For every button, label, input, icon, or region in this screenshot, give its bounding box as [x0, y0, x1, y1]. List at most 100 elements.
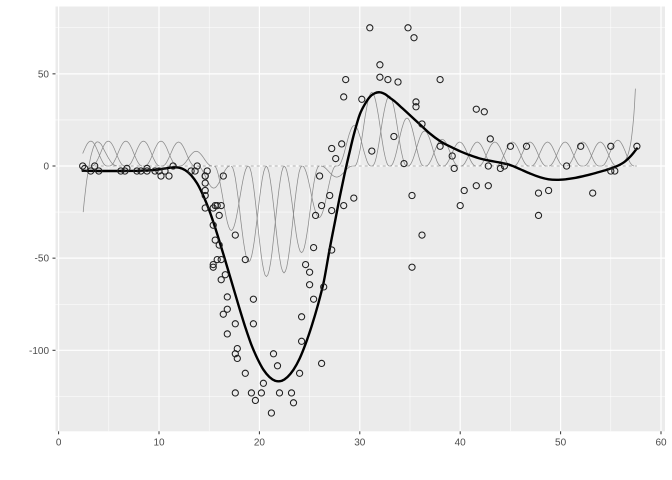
data-point: [201, 179, 209, 187]
data-point: [328, 246, 336, 254]
x-tick-label: 50: [555, 437, 567, 448]
data-point: [448, 152, 456, 160]
data-point: [332, 154, 340, 163]
data-point: [484, 182, 492, 190]
data-point: [534, 211, 543, 220]
data-point: [165, 172, 173, 180]
data-point: [358, 95, 366, 103]
data-point: [460, 186, 468, 195]
basis-function-curve: [584, 141, 617, 167]
basis-function-curve: [109, 140, 143, 167]
data-point: [326, 191, 334, 200]
data-point: [607, 142, 615, 150]
axis-tick-marks: [52, 73, 662, 435]
data-point: [338, 140, 346, 148]
data-point: [259, 379, 268, 387]
data-point: [247, 389, 256, 397]
data-point: [81, 164, 89, 173]
basis-function-curve: [548, 141, 582, 167]
basis-function-curve: [92, 140, 125, 167]
data-point: [219, 172, 227, 180]
data-point: [249, 320, 258, 328]
basis-function-curve: [443, 141, 476, 167]
data-point: [633, 142, 641, 150]
basis-function-curve: [337, 125, 371, 167]
basis-function-curve: [496, 141, 529, 167]
data-point: [223, 330, 231, 338]
data-point: [267, 409, 276, 417]
basis-function-curve: [230, 165, 267, 263]
data-point: [143, 164, 151, 173]
data-point: [233, 354, 241, 363]
data-point: [418, 120, 426, 128]
data-point: [221, 271, 229, 279]
data-point: [273, 362, 282, 370]
basis-left-boundary-curve: [82, 141, 117, 213]
y-tick-label: -100: [29, 346, 49, 357]
data-point: [342, 75, 350, 84]
data-point: [450, 164, 458, 173]
basis-function-curve: [531, 141, 564, 167]
data-point: [436, 142, 444, 150]
data-point: [305, 268, 314, 276]
data-point: [133, 167, 141, 175]
data-point: [317, 201, 326, 210]
data-point: [297, 337, 306, 345]
y-tick-label: 50: [38, 69, 50, 80]
data-point: [223, 293, 231, 301]
data-point: [456, 201, 464, 210]
data-point: [408, 263, 416, 271]
basis-function-curve: [513, 141, 547, 167]
basis-function-curve: [214, 165, 249, 231]
data-point: [412, 98, 420, 106]
data-point: [193, 162, 201, 170]
basis-function-curve: [162, 141, 195, 167]
data-point: [289, 399, 298, 407]
data-point: [297, 313, 306, 321]
data-point: [215, 211, 223, 220]
data-point: [480, 108, 488, 116]
data-point: [157, 172, 165, 180]
data-point: [376, 73, 384, 81]
data-point: [295, 369, 304, 377]
data-point: [233, 344, 241, 353]
basis-function-curve: [180, 150, 213, 167]
data-point: [257, 389, 266, 397]
basis-function-curve: [127, 140, 160, 167]
data-point: [484, 162, 492, 170]
data-point: [169, 162, 177, 170]
basis-function-curve: [197, 165, 230, 189]
data-point: [436, 75, 444, 84]
data-point: [249, 295, 258, 303]
data-point: [472, 105, 480, 113]
data-point: [340, 93, 348, 101]
data-point: [317, 359, 326, 368]
basis-function-curve: [144, 140, 178, 167]
data-point: [269, 350, 278, 358]
x-tick-label: 20: [254, 437, 266, 448]
data-point: [311, 211, 320, 220]
data-point: [309, 243, 318, 252]
data-points: [79, 24, 641, 417]
data-point: [203, 167, 211, 175]
data-point: [611, 167, 619, 175]
data-point: [394, 78, 402, 86]
data-point: [305, 281, 314, 289]
x-tick-label: 40: [455, 437, 467, 448]
basis-function-curves: [82, 88, 636, 278]
data-point: [506, 142, 515, 150]
data-point: [320, 283, 328, 291]
data-point: [217, 276, 225, 284]
data-point: [384, 75, 392, 84]
axis-tick-labels: 0 10 20 30 40 50 60 50 0 -50 -100: [29, 69, 667, 448]
data-point: [201, 186, 209, 195]
basis-function-curve: [302, 165, 336, 219]
data-point: [209, 204, 217, 212]
data-point: [544, 186, 553, 195]
data-point: [231, 320, 239, 328]
y-tick-label: 0: [43, 162, 49, 173]
data-point: [241, 369, 249, 377]
x-tick-label: 10: [153, 437, 165, 448]
x-tick-label: 0: [56, 437, 62, 448]
